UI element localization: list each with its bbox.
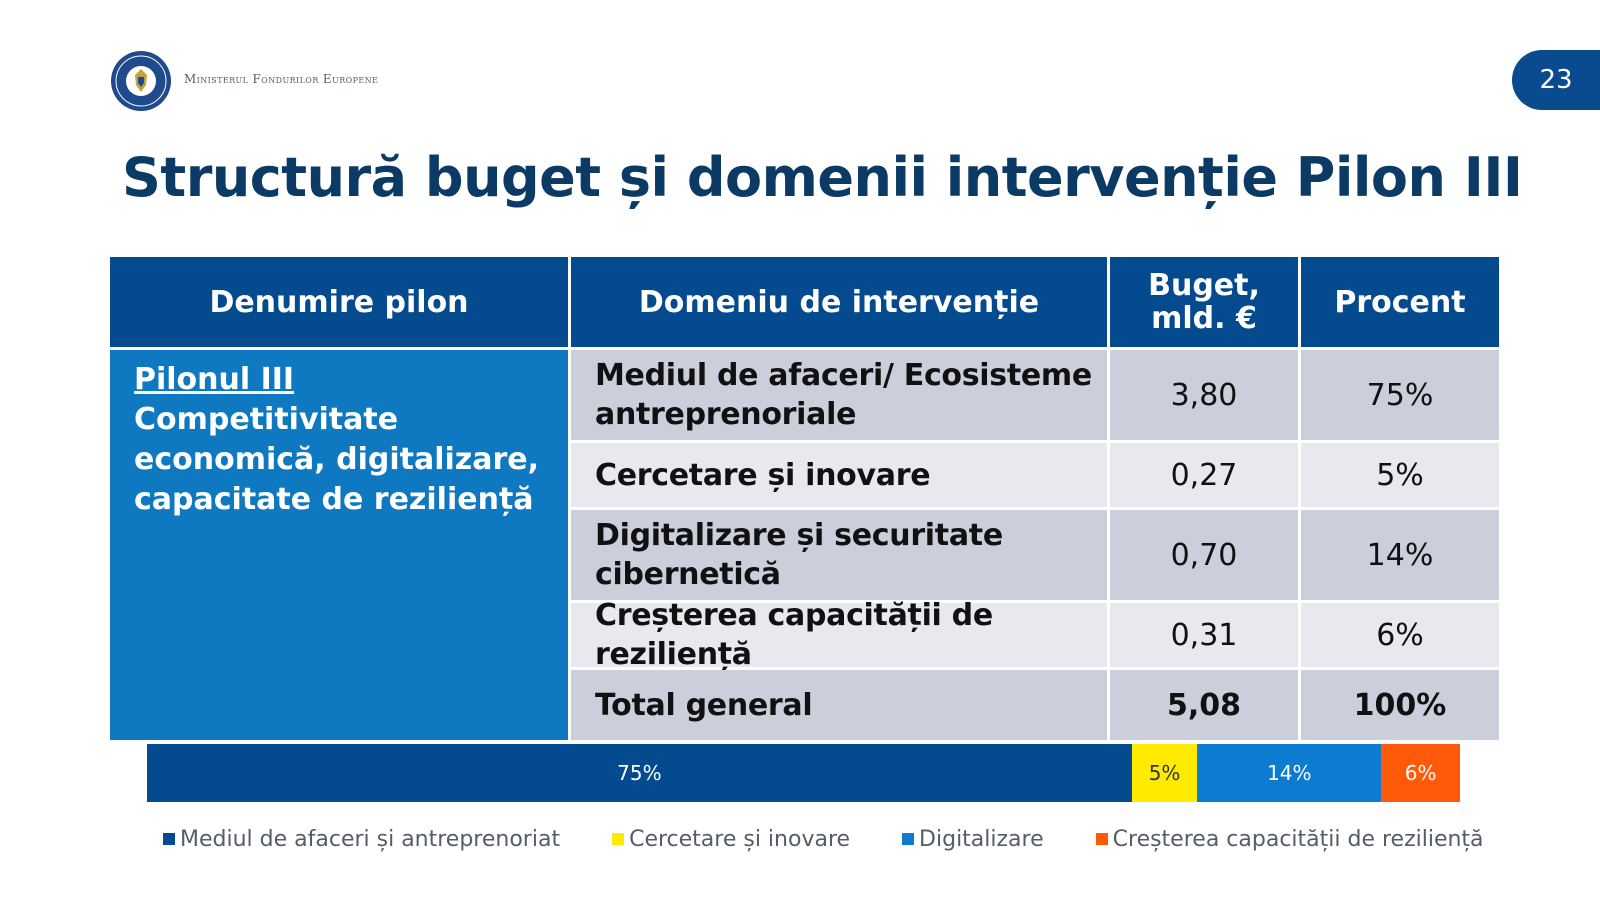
- legend-swatch: [612, 833, 625, 845]
- legend-label: Cercetare și inovare: [629, 826, 851, 852]
- legend-item: Mediul de afaceri și antreprenoriat: [163, 827, 560, 852]
- budget-cell: 0,27: [1110, 443, 1298, 507]
- domain-cell: Mediul de afaceri/ Ecosisteme antrepreno…: [571, 350, 1107, 440]
- header-percent: Procent: [1301, 257, 1499, 347]
- budget-table: Denumire pilon Domeniu de intervenție Bu…: [110, 257, 1499, 740]
- chart-legend: Mediul de afaceri și antreprenoriat Cerce…: [163, 824, 1484, 854]
- bar-segment: 5%: [1131, 744, 1198, 802]
- header-budget-label: Buget, mld. €: [1148, 268, 1260, 336]
- bar-segment-label: 14%: [1267, 761, 1312, 785]
- bar-segment-label: 75%: [617, 761, 662, 785]
- bar-segment-label: 5%: [1148, 761, 1181, 785]
- total-percent-cell: 100%: [1301, 670, 1499, 740]
- legend-item: Creșterea capacității de reziliență: [1095, 826, 1484, 852]
- legend-label: Mediul de afaceri și antreprenoriat: [180, 826, 561, 852]
- government-seal-logo: [111, 51, 171, 111]
- ministry-name: Ministerul Fondurilor Europene: [184, 72, 379, 86]
- pilon-link[interactable]: Pilonul III: [134, 362, 295, 397]
- slide-title: Structură buget și domenii intervenție P…: [122, 146, 1523, 209]
- pilon-description: Competitivitate economică, digitalizare,…: [134, 401, 540, 517]
- legend-swatch: [1095, 833, 1108, 845]
- percent-cell: 5%: [1301, 443, 1499, 507]
- legend-item: Cercetare și inovare: [612, 827, 850, 852]
- bar-segment: 75%: [147, 744, 1132, 802]
- domain-cell: Digitalizare și securitate cibernetică: [571, 510, 1107, 600]
- header-budget: Buget, mld. €: [1110, 257, 1298, 347]
- stacked-percent-bar: 75% 5% 14% 6%: [147, 744, 1460, 802]
- domain-cell: Cercetare și inovare: [571, 443, 1107, 507]
- legend-swatch: [163, 833, 175, 845]
- header-pilon-name: Denumire pilon: [110, 257, 568, 347]
- bar-segment: 14%: [1197, 744, 1382, 802]
- pilon-cell: Pilonul III Competitivitate economică, d…: [110, 350, 568, 740]
- page-number: 23: [1512, 50, 1600, 110]
- domain-cell: Creșterea capacității de reziliență: [571, 598, 1107, 672]
- legend-swatch: [902, 833, 915, 845]
- budget-cell: 0,70: [1110, 510, 1298, 600]
- legend-label: Creșterea capacității de reziliență: [1112, 826, 1484, 852]
- bar-segment-label: 6%: [1404, 761, 1437, 785]
- legend-item: Digitalizare: [902, 827, 1044, 852]
- percent-cell: 14%: [1301, 510, 1499, 600]
- total-label-cell: Total general: [571, 670, 1107, 740]
- budget-cell: 0,31: [1110, 603, 1298, 667]
- percent-cell: 75%: [1301, 350, 1499, 440]
- legend-label: Digitalizare: [919, 826, 1044, 852]
- total-budget-cell: 5,08: [1110, 670, 1298, 740]
- budget-cell: 3,80: [1110, 350, 1298, 440]
- bar-segment: 6%: [1381, 744, 1460, 802]
- header-intervention-domain: Domeniu de intervenție: [571, 257, 1107, 347]
- percent-cell: 6%: [1301, 603, 1499, 667]
